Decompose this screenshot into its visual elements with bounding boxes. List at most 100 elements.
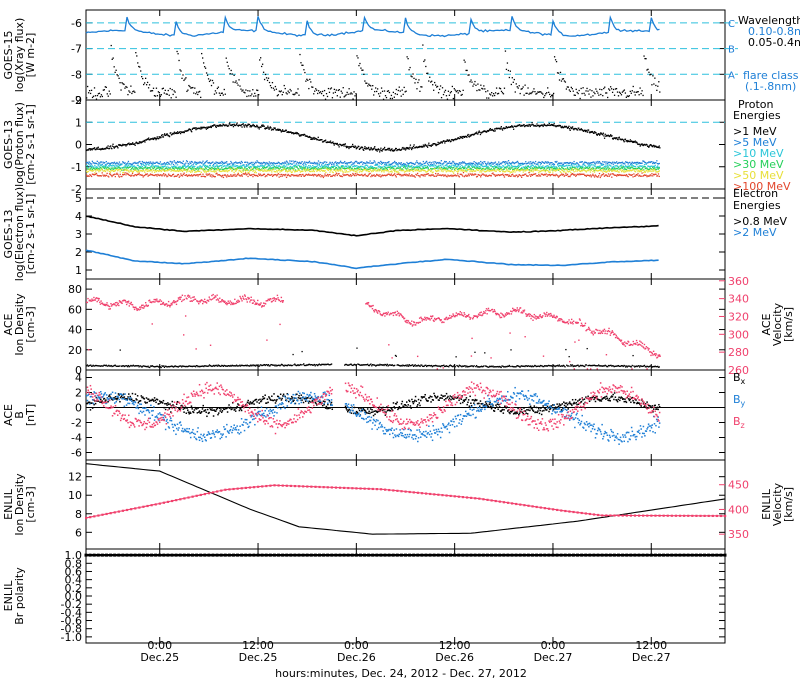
data-point [336,169,338,171]
data-point [212,170,214,173]
data-point [640,162,642,164]
data-point [657,171,659,173]
data-point [456,167,458,169]
data-point [233,171,235,174]
data-point [553,163,556,166]
data-point [457,163,460,166]
data-point [433,143,435,145]
data-point [432,84,434,86]
data-point [178,168,180,170]
data-point [603,137,606,139]
data-point [601,169,603,171]
data-point [430,162,433,164]
data-point [210,125,212,127]
data-point [608,88,610,90]
data-point [278,90,280,92]
data-point [343,171,345,173]
data-point [100,167,103,169]
data-point [158,170,161,172]
data-point [194,161,196,163]
data-point [314,90,316,92]
data-point [326,175,328,177]
data-point [270,127,272,129]
data-point [301,167,303,169]
data-point [367,147,369,150]
data-point [172,132,174,134]
data-point [326,163,329,166]
data-point [479,171,481,173]
data-point [552,171,554,173]
data-point [128,174,130,176]
data-point [469,81,471,83]
data-point [500,127,502,129]
data-point [442,163,444,165]
data-point [282,174,284,176]
data-point [135,142,137,144]
data-point [352,169,354,172]
data-point [312,137,314,139]
data-point [302,64,304,66]
data-point [443,169,445,171]
data-point [152,164,154,166]
data-point [336,174,338,177]
data-point [650,144,652,146]
data-point [283,130,285,133]
data-point [452,160,454,163]
data-point [420,168,422,170]
data-point [557,169,560,171]
data-point [283,84,285,87]
data-point [498,166,500,168]
data-point [490,164,492,166]
data-point [543,96,545,99]
data-point [484,165,486,168]
data-point [574,163,576,165]
data-point [167,162,170,164]
data-point [312,168,315,170]
data-point [342,144,344,146]
data-point [482,131,484,133]
data-point [93,169,95,171]
data-point [515,83,517,85]
data-point [128,163,130,165]
data-point [93,147,95,150]
data-point [256,160,258,162]
data-point [504,166,506,169]
data-point [89,173,91,176]
data-point [487,161,489,163]
data-point [108,176,110,178]
data-point [460,173,462,175]
data-point [156,175,158,177]
data-point [593,165,596,167]
data-point [487,165,489,168]
data-point [185,171,188,173]
data-point [247,164,249,166]
data-point [149,170,152,172]
data-point [268,170,270,172]
data-point [217,169,219,171]
data-point [134,174,136,176]
data-point [321,164,323,166]
data-point [619,138,622,140]
data-point [650,168,652,170]
data-point [554,59,557,61]
data-point [281,130,283,132]
data-point [555,173,557,176]
data-point [512,162,515,164]
data-point [341,170,343,172]
data-point [261,174,263,176]
data-point [129,174,131,176]
data-point [508,167,511,169]
y-tick-label: -1 [71,161,82,174]
data-point [368,168,370,170]
data-point [389,166,391,168]
data-point [107,95,109,97]
data-point [131,163,133,166]
data-point [295,163,298,165]
data-point [445,167,447,169]
data-point [181,174,183,177]
data-point [417,163,420,165]
data-point [262,167,265,170]
data-point [308,174,311,176]
data-point [149,161,152,163]
data-point [309,170,311,173]
